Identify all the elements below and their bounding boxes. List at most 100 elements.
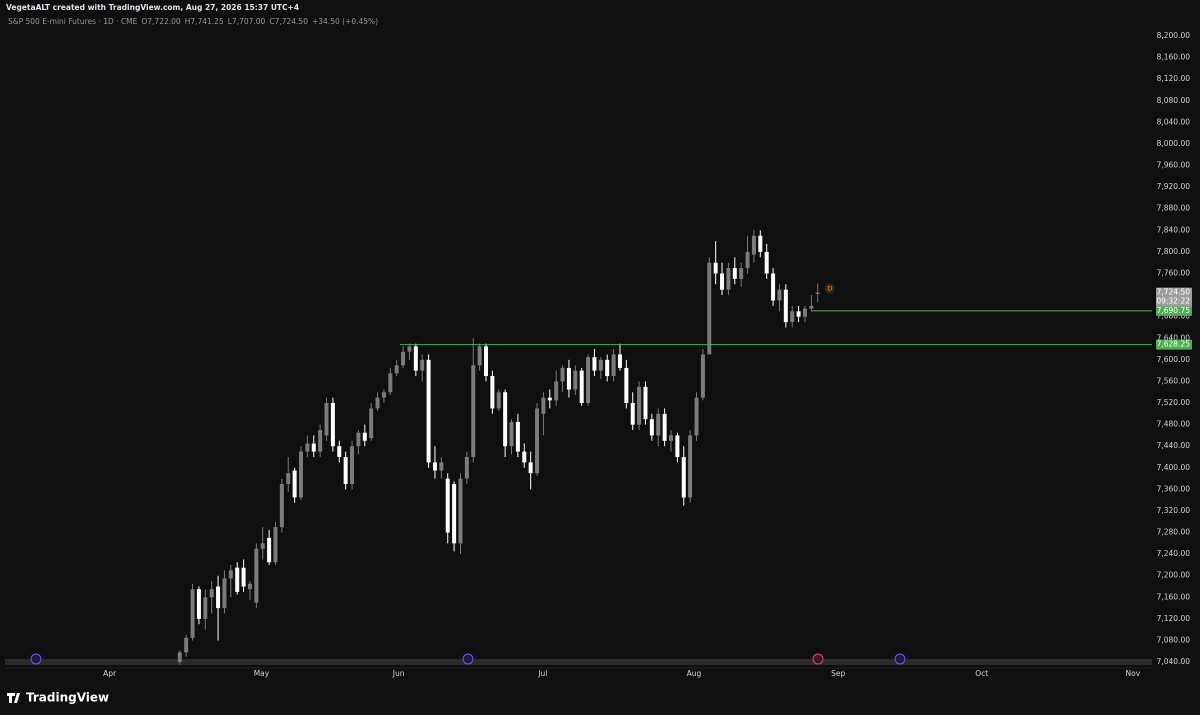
y-tick-label: 7,760.00: [1157, 269, 1191, 278]
event-icon[interactable]: [462, 653, 474, 665]
candle-body: [337, 446, 342, 457]
candle-body: [343, 456, 348, 484]
candle-body: [190, 589, 195, 638]
candle-body: [299, 451, 303, 498]
candle-body: [426, 359, 431, 463]
candle-body: [439, 462, 444, 471]
candle-body: [350, 446, 355, 484]
candle-body: [777, 289, 782, 301]
candle-body: [809, 305, 814, 309]
y-tick-label: 8,160.00: [1157, 53, 1191, 62]
candle-body: [528, 462, 533, 474]
candle-body: [311, 443, 316, 452]
candle-body: [758, 235, 763, 252]
candle-body: [260, 543, 265, 549]
candle-body: [669, 435, 673, 441]
candle-body: [222, 578, 227, 609]
candle-body: [369, 408, 374, 439]
candle-body: [579, 370, 584, 404]
candle-body: [547, 397, 552, 401]
event-icons: [30, 653, 906, 665]
candle-body: [394, 365, 399, 374]
y-tick-label: 7,160.00: [1157, 592, 1191, 601]
y-tick-label: 7,880.00: [1157, 204, 1191, 213]
candle-body: [235, 567, 240, 592]
x-tick-label: Nov: [1126, 669, 1141, 678]
candle-body: [292, 470, 297, 498]
x-tick-label: Apr: [103, 669, 117, 678]
y-tick-label: 7,040.00: [1157, 657, 1191, 666]
candle-body: [318, 430, 323, 452]
candle-body: [477, 346, 482, 366]
y-tick-label: 7,200.00: [1157, 571, 1191, 580]
candle-body: [503, 392, 508, 447]
candle-body: [700, 354, 705, 398]
logo-icon: [7, 693, 20, 703]
x-tick-label: Jun: [392, 669, 405, 678]
event-icon[interactable]: [812, 653, 824, 665]
candle-body: [541, 397, 546, 414]
candle-body: [815, 292, 820, 295]
y-tick-label: 8,000.00: [1157, 139, 1191, 148]
candle-body: [694, 397, 699, 436]
countdown: 09:32:22: [1156, 297, 1190, 306]
x-tick-label: May: [254, 669, 270, 678]
candle-body: [407, 346, 412, 352]
candle-body: [751, 235, 756, 255]
candle-body: [611, 354, 616, 377]
candle-body: [362, 432, 367, 441]
candle-body: [681, 456, 686, 498]
x-tick-label: Oct: [975, 669, 988, 678]
event-icon[interactable]: [30, 653, 42, 665]
y-tick-label: 7,280.00: [1157, 528, 1191, 537]
y-tick-label: 8,120.00: [1157, 74, 1191, 83]
y-tick-label: 7,560.00: [1157, 376, 1191, 385]
candle-body: [381, 392, 386, 398]
candle-body: [739, 268, 744, 279]
candle-body: [796, 311, 801, 317]
candle-body: [643, 386, 648, 420]
candle-body: [375, 397, 380, 409]
credit: VegetaALT created with TradingView.com, …: [6, 3, 299, 12]
y-tick-label: 7,640.00: [1157, 333, 1191, 342]
candle-body: [535, 408, 540, 474]
candle-body: [241, 567, 246, 587]
candle-body: [267, 537, 272, 563]
candle-body: [420, 359, 425, 371]
candle-body: [554, 381, 559, 401]
candle-body: [688, 435, 693, 498]
candle-body: [432, 462, 437, 471]
candle-body: [356, 432, 361, 447]
candle-body: [196, 589, 201, 619]
candle-body: [445, 478, 450, 533]
y-tick-label: 7,320.00: [1157, 506, 1191, 515]
candle-body: [592, 357, 597, 371]
candle-body: [649, 419, 654, 436]
y-tick-label: 7,120.00: [1157, 614, 1191, 623]
candle-body: [209, 589, 214, 598]
candle-body: [624, 367, 629, 404]
legend-value: 7,741.25: [190, 17, 224, 26]
x-tick-label: Aug: [687, 669, 702, 678]
candle-body: [490, 376, 495, 409]
candle-body: [790, 311, 795, 323]
last-price-box: [1156, 287, 1192, 307]
legend-key: O: [141, 17, 147, 26]
event-icon[interactable]: [894, 653, 906, 665]
candle-body: [458, 478, 463, 544]
candle-body: [184, 637, 189, 653]
candle-body: [388, 373, 393, 393]
candle-body: [464, 456, 469, 479]
candle-body: [286, 473, 291, 484]
dividend-marker: [824, 283, 835, 294]
candle-body: [216, 586, 221, 609]
candle-body: [732, 268, 737, 279]
candle-body: [637, 386, 642, 425]
y-tick-label: 7,440.00: [1157, 441, 1191, 450]
candle-body: [598, 359, 603, 371]
legend-key: C: [269, 17, 274, 26]
logo: TradingView: [7, 691, 109, 705]
price-label: 7,690.75: [1157, 306, 1191, 315]
candle-body: [656, 413, 661, 436]
